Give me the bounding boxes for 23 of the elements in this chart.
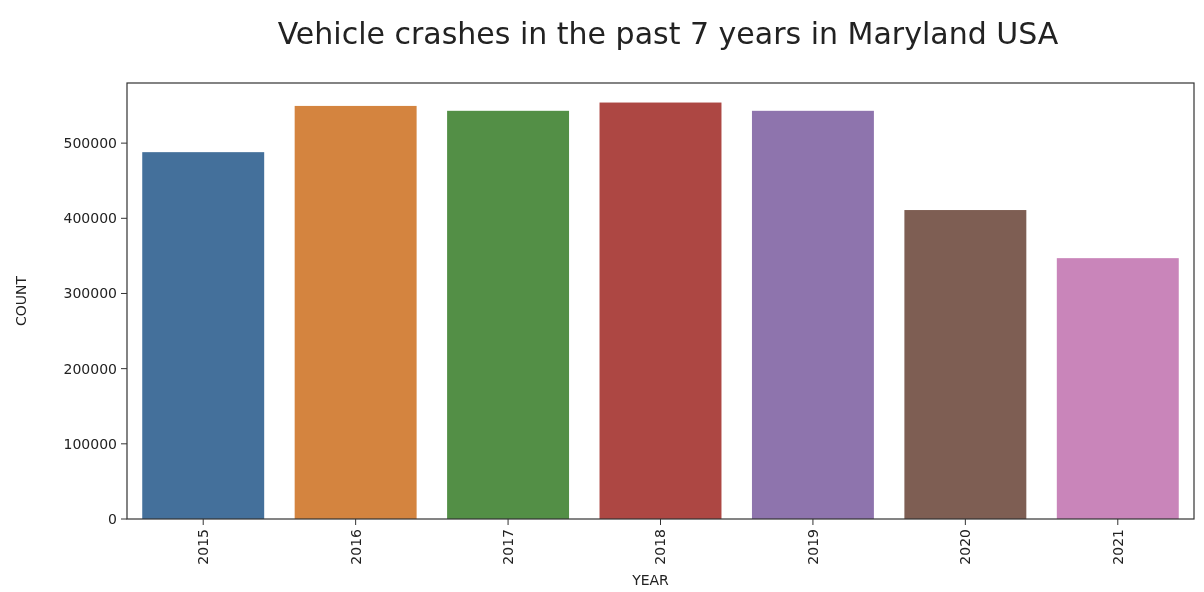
bar [142, 152, 265, 519]
x-tick-label: 2017 [499, 529, 516, 565]
bar [447, 110, 570, 519]
x-tick-label: 2020 [957, 529, 974, 565]
y-tick-label: 500000 [63, 135, 117, 152]
bar [294, 105, 417, 519]
y-tick-label: 0 [108, 510, 117, 527]
x-tick-label: 2018 [652, 529, 669, 565]
chart-title: Vehicle crashes in the past 7 years in Maryland USA [277, 16, 1059, 51]
y-tick-label: 100000 [63, 435, 117, 452]
bar [599, 102, 722, 519]
y-tick-label: 300000 [63, 285, 117, 302]
x-tick-label: 2021 [1109, 529, 1126, 565]
y-tick-label: 400000 [63, 210, 117, 227]
x-tick-label: 2016 [347, 528, 364, 565]
bar [904, 210, 1027, 519]
bar [1056, 258, 1179, 519]
x-tick-label: 2015 [195, 529, 212, 565]
y-axis-title: COUNT [13, 275, 29, 327]
y-tick-label: 200000 [63, 360, 117, 377]
x-axis-title: YEAR [631, 572, 670, 588]
x-tick-label: 2019 [804, 529, 821, 565]
bar [751, 110, 874, 519]
